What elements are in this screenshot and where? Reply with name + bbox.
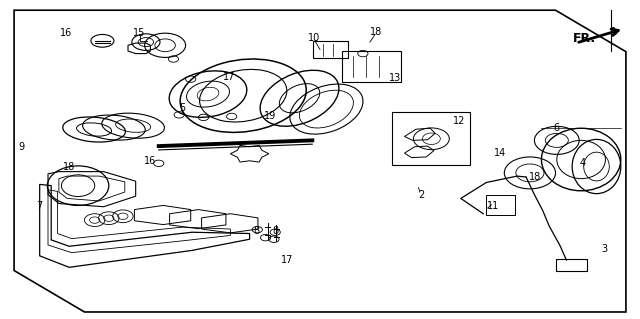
Text: 16: 16 — [60, 28, 72, 39]
Text: 13: 13 — [388, 73, 401, 83]
Text: 3: 3 — [602, 244, 608, 254]
Text: 17: 17 — [280, 255, 293, 265]
Text: 18: 18 — [529, 172, 541, 182]
Text: 14: 14 — [494, 148, 507, 158]
Text: 1: 1 — [611, 27, 618, 37]
Text: 5: 5 — [179, 103, 186, 114]
Text: 6: 6 — [554, 122, 560, 133]
Text: 9: 9 — [18, 142, 24, 152]
Text: 16: 16 — [144, 156, 157, 166]
Text: 19: 19 — [264, 111, 276, 122]
Text: 18: 18 — [370, 27, 383, 37]
Text: 11: 11 — [486, 201, 499, 211]
Text: 8: 8 — [253, 226, 259, 236]
Text: 12: 12 — [453, 116, 466, 126]
Text: 10: 10 — [307, 33, 320, 43]
Text: 2: 2 — [418, 189, 424, 200]
Text: 17: 17 — [223, 71, 236, 82]
Text: FR.: FR. — [573, 32, 596, 45]
Text: 7: 7 — [36, 201, 43, 211]
Text: 4: 4 — [579, 158, 586, 168]
Text: 18: 18 — [63, 161, 76, 172]
Text: 8: 8 — [272, 226, 278, 236]
Text: 15: 15 — [133, 28, 146, 39]
